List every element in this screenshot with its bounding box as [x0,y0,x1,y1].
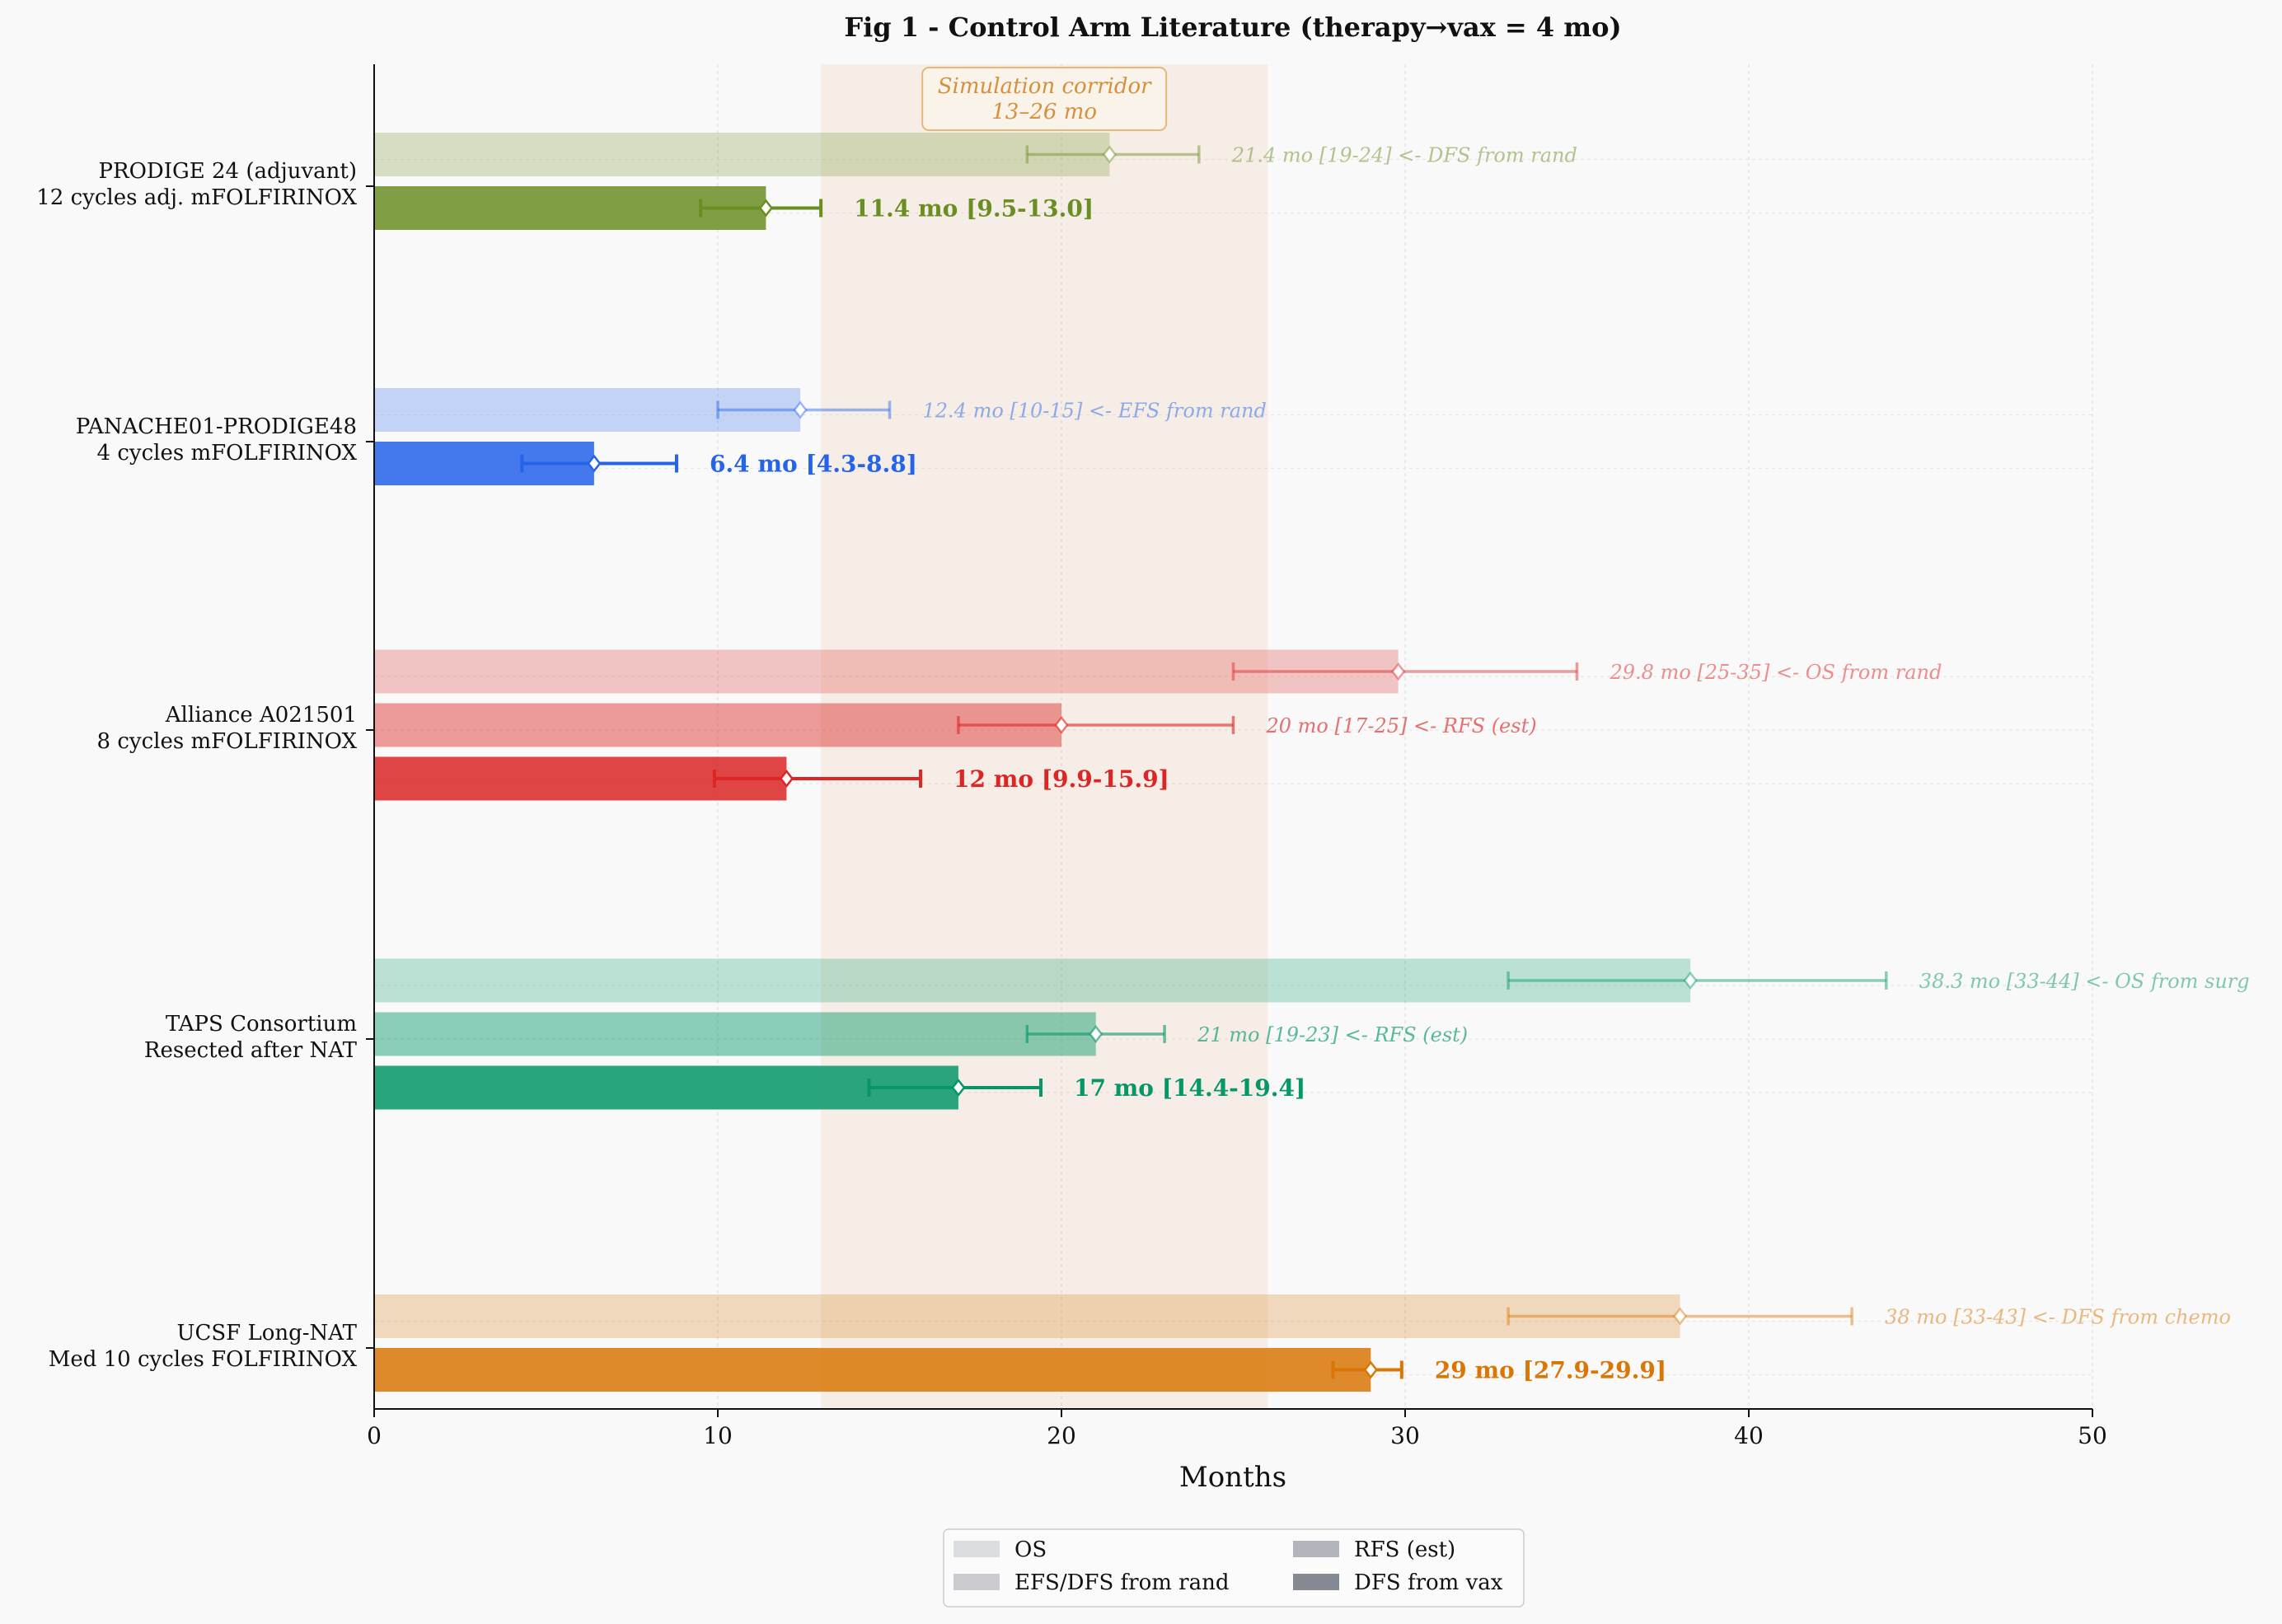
data-label: 29.8 mo [25-35] <- OS from rand [1610,661,1942,684]
corridor-band [821,64,1268,1409]
bar [374,1294,1680,1338]
y-tick-label: UCSF Long-NAT [177,1321,358,1346]
point-marker [793,400,808,419]
legend-swatch [1293,1574,1339,1590]
data-label: 21 mo [19-23] <- RFS (est) [1197,1023,1468,1046]
point-marker [1683,971,1698,990]
axes: PRODIGE 24 (adjuvant)12 cycles adj. mFOL… [36,64,2107,1449]
legend-label: EFS/DFS from rand [1014,1570,1230,1595]
y-tick-label: TAPS Consortium [166,1012,357,1037]
y-tick-label: PANACHE01-PRODIGE48 [76,414,357,439]
point-marker [587,454,602,473]
bar [374,1348,1371,1392]
legend-swatch [954,1574,1000,1590]
corridor-label: Simulation corridor [938,74,1152,99]
legend: OS EFS/DFS from rand RFS (est) DFS from vax [943,1528,1525,1608]
corridor-range-label: 13–26 mo [991,100,1097,124]
bar [374,133,1110,176]
point-marker [1391,662,1406,681]
point-marker [1673,1307,1688,1326]
x-tick-label: 50 [2078,1422,2107,1449]
data-label: 38 mo [33-43] <- DFS from chemo [1885,1306,2231,1329]
y-tick-label-sub: 8 cycles mFOLFIRINOX [97,729,358,754]
legend-label: RFS (est) [1354,1537,1455,1562]
x-tick-label: 0 [367,1422,382,1449]
bar-layer: 21.4 mo [19-24] <- DFS from rand 11.4 mo … [374,133,2250,1392]
data-label: 20 mo [17-25] <- RFS (est) [1266,714,1537,737]
data-label: 12 mo [9.9-15.9] [954,765,1169,793]
bar [374,649,1399,694]
y-tick-label-sub: Resected after NAT [144,1038,358,1063]
data-label: 11.4 mo [9.5-13.0] [854,195,1094,222]
bar [374,703,1061,747]
corridor-label-box [921,67,1168,131]
bar [374,958,1691,1003]
legend-swatch [1293,1541,1339,1557]
point-marker [1363,1360,1378,1379]
data-label: 17 mo [14.4-19.4] [1074,1074,1305,1102]
x-tick-label: 40 [1734,1422,1764,1449]
bar [374,1012,1096,1056]
data-label: 21.4 mo [19-24] <- DFS from rand [1231,144,1577,167]
legend-label: DFS from vax [1354,1570,1503,1595]
chart-title: Fig 1 - Control Arm Literature (therapy→… [844,12,1621,43]
data-label: 38.3 mo [33-44] <- OS from surg [1919,970,2250,993]
data-label: 29 mo [27.9-29.9] [1435,1357,1666,1384]
y-tick-label-sub: Med 10 cycles FOLFIRINOX [49,1347,358,1372]
y-tick-label-sub: 12 cycles adj. mFOLFIRINOX [36,185,357,210]
point-marker [758,199,773,218]
data-label: 12.4 mo [10-15] <- EFS from rand [923,400,1267,423]
y-tick-label: PRODIGE 24 (adjuvant) [99,159,358,184]
x-tick-label: 30 [1390,1422,1420,1449]
point-marker [779,769,794,789]
point-marker [1102,145,1117,164]
x-tick-label: 10 [703,1422,733,1449]
y-tick-label: Alliance A021501 [165,703,357,728]
bar [374,1065,958,1110]
y-tick-label-sub: 4 cycles mFOLFIRINOX [97,441,358,466]
x-axis-label: Months [1179,1461,1286,1494]
legend-label: OS [1014,1537,1047,1562]
point-marker [951,1078,966,1097]
legend-swatch [954,1541,1000,1557]
data-label: 6.4 mo [4.3-8.8] [710,451,917,478]
point-marker [1089,1024,1104,1044]
point-marker [1054,715,1069,735]
legend-box [943,1528,1525,1608]
bar [374,388,801,432]
x-tick-label: 20 [1047,1422,1076,1449]
